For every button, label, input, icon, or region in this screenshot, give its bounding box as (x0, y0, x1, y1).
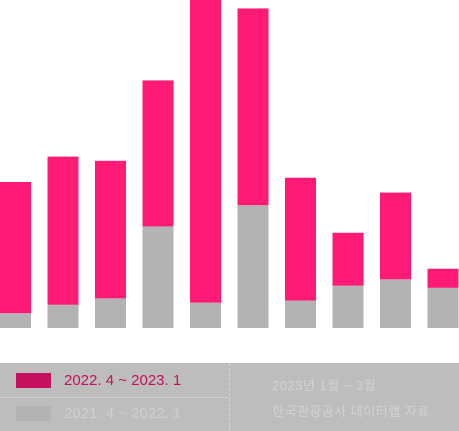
bar-segment-top-4 (142, 80, 174, 227)
legend-item-current: 2022. 4 ~ 2023. 1 (16, 372, 181, 389)
bar-segment-base-1 (0, 313, 31, 328)
legend-divider (229, 363, 230, 431)
bar-segment-top-8 (332, 232, 364, 286)
bar-segment-base-8 (332, 285, 364, 328)
bar-segment-top-3 (95, 160, 126, 299)
legend-swatch-gray (16, 406, 51, 421)
bar-segment-base-3 (95, 298, 126, 328)
bar-segment-base-2 (47, 304, 79, 328)
bar-segment-base-7 (285, 300, 316, 328)
bar-segment-top-7 (285, 177, 316, 301)
bar-segment-top-9 (380, 192, 411, 280)
bar-segment-base-10 (427, 287, 459, 328)
bar-segment-base-5 (190, 302, 221, 328)
legend-swatch-pink (16, 373, 51, 388)
legend-row-divider (0, 397, 229, 398)
bar-segment-top-10 (427, 268, 459, 288)
bar-segment-base-9 (380, 279, 411, 328)
bar-segment-top-6 (237, 8, 269, 206)
bar-segment-base-4 (142, 226, 174, 328)
legend-note-period: 2023년 1월 ~ 3월 (272, 378, 377, 393)
bar-segment-top-2 (47, 156, 79, 305)
legend-label-current: 2022. 4 ~ 2023. 1 (64, 372, 182, 389)
bar-segment-base-6 (237, 205, 269, 328)
legend-note-source: 한국관광공사 데이터랩 자료 (272, 404, 430, 419)
legend-item-previous: 2021. 4 ~ 2022. 1 (16, 405, 181, 422)
bar-segment-top-5 (190, 0, 221, 303)
legend: 2022. 4 ~ 2023. 1 2021. 4 ~ 2022. 1 2023… (0, 363, 459, 431)
bar-segment-top-1 (0, 181, 31, 314)
bar-chart (0, 0, 459, 328)
legend-label-previous: 2021. 4 ~ 2022. 1 (64, 405, 182, 422)
